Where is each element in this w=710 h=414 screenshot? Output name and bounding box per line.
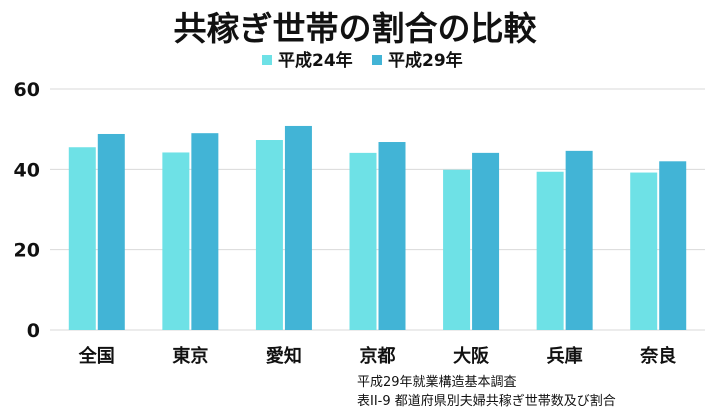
bar-平成24年-奈良 [630, 172, 658, 330]
bar-平成29年-東京 [191, 133, 219, 330]
bar-平成24年-大阪 [443, 169, 471, 330]
bar-平成24年-愛知 [255, 140, 283, 330]
y-tick-label-40: 40 [14, 159, 40, 181]
source-line-2: 表II-9 都道府県別夫婦共稼ぎ世帯数及び割合 [357, 393, 616, 409]
bar-平成24年-東京 [162, 152, 190, 330]
chart-title: 共稼ぎ世帯の割合の比較 [174, 9, 538, 48]
y-tick-label-60: 60 [14, 79, 40, 101]
x-tick-label-大阪: 大阪 [453, 345, 490, 367]
y-tick-label-20: 20 [14, 240, 40, 262]
source-line-1: 平成29年就業構造基本調査 [357, 374, 517, 390]
bar-平成29年-京都 [378, 142, 406, 330]
x-tick-label-東京: 東京 [172, 345, 208, 367]
legend-label-series-2: 平成29年 [388, 50, 463, 71]
bar-平成29年-兵庫 [565, 150, 593, 330]
bar-平成29年-全国 [97, 133, 125, 330]
legend-swatch-series-1 [262, 55, 272, 65]
y-tick-label-0: 0 [27, 320, 40, 342]
x-tick-label-奈良: 奈良 [639, 345, 676, 367]
bar-平成29年-愛知 [284, 125, 312, 330]
gridlines [50, 88, 705, 331]
y-axis: 0 20 40 60 [14, 79, 40, 342]
x-tick-label-京都: 京都 [360, 345, 396, 367]
bar-平成24年-京都 [349, 152, 377, 330]
x-tick-label-兵庫: 兵庫 [547, 345, 583, 367]
legend-swatch-series-2 [372, 55, 382, 65]
bar-平成29年-大阪 [472, 152, 500, 330]
legend: 平成24年 平成29年 [262, 50, 463, 71]
bars [68, 125, 687, 330]
bar-平成29年-奈良 [659, 161, 687, 330]
bar-平成24年-全国 [68, 147, 96, 330]
x-axis: 全国 東京 愛知 京都 大阪 兵庫 奈良 [78, 345, 676, 367]
x-tick-label-全国: 全国 [78, 345, 115, 367]
x-tick-label-愛知: 愛知 [266, 345, 302, 367]
bar-平成24年-兵庫 [536, 171, 564, 330]
legend-label-series-1: 平成24年 [278, 50, 353, 71]
